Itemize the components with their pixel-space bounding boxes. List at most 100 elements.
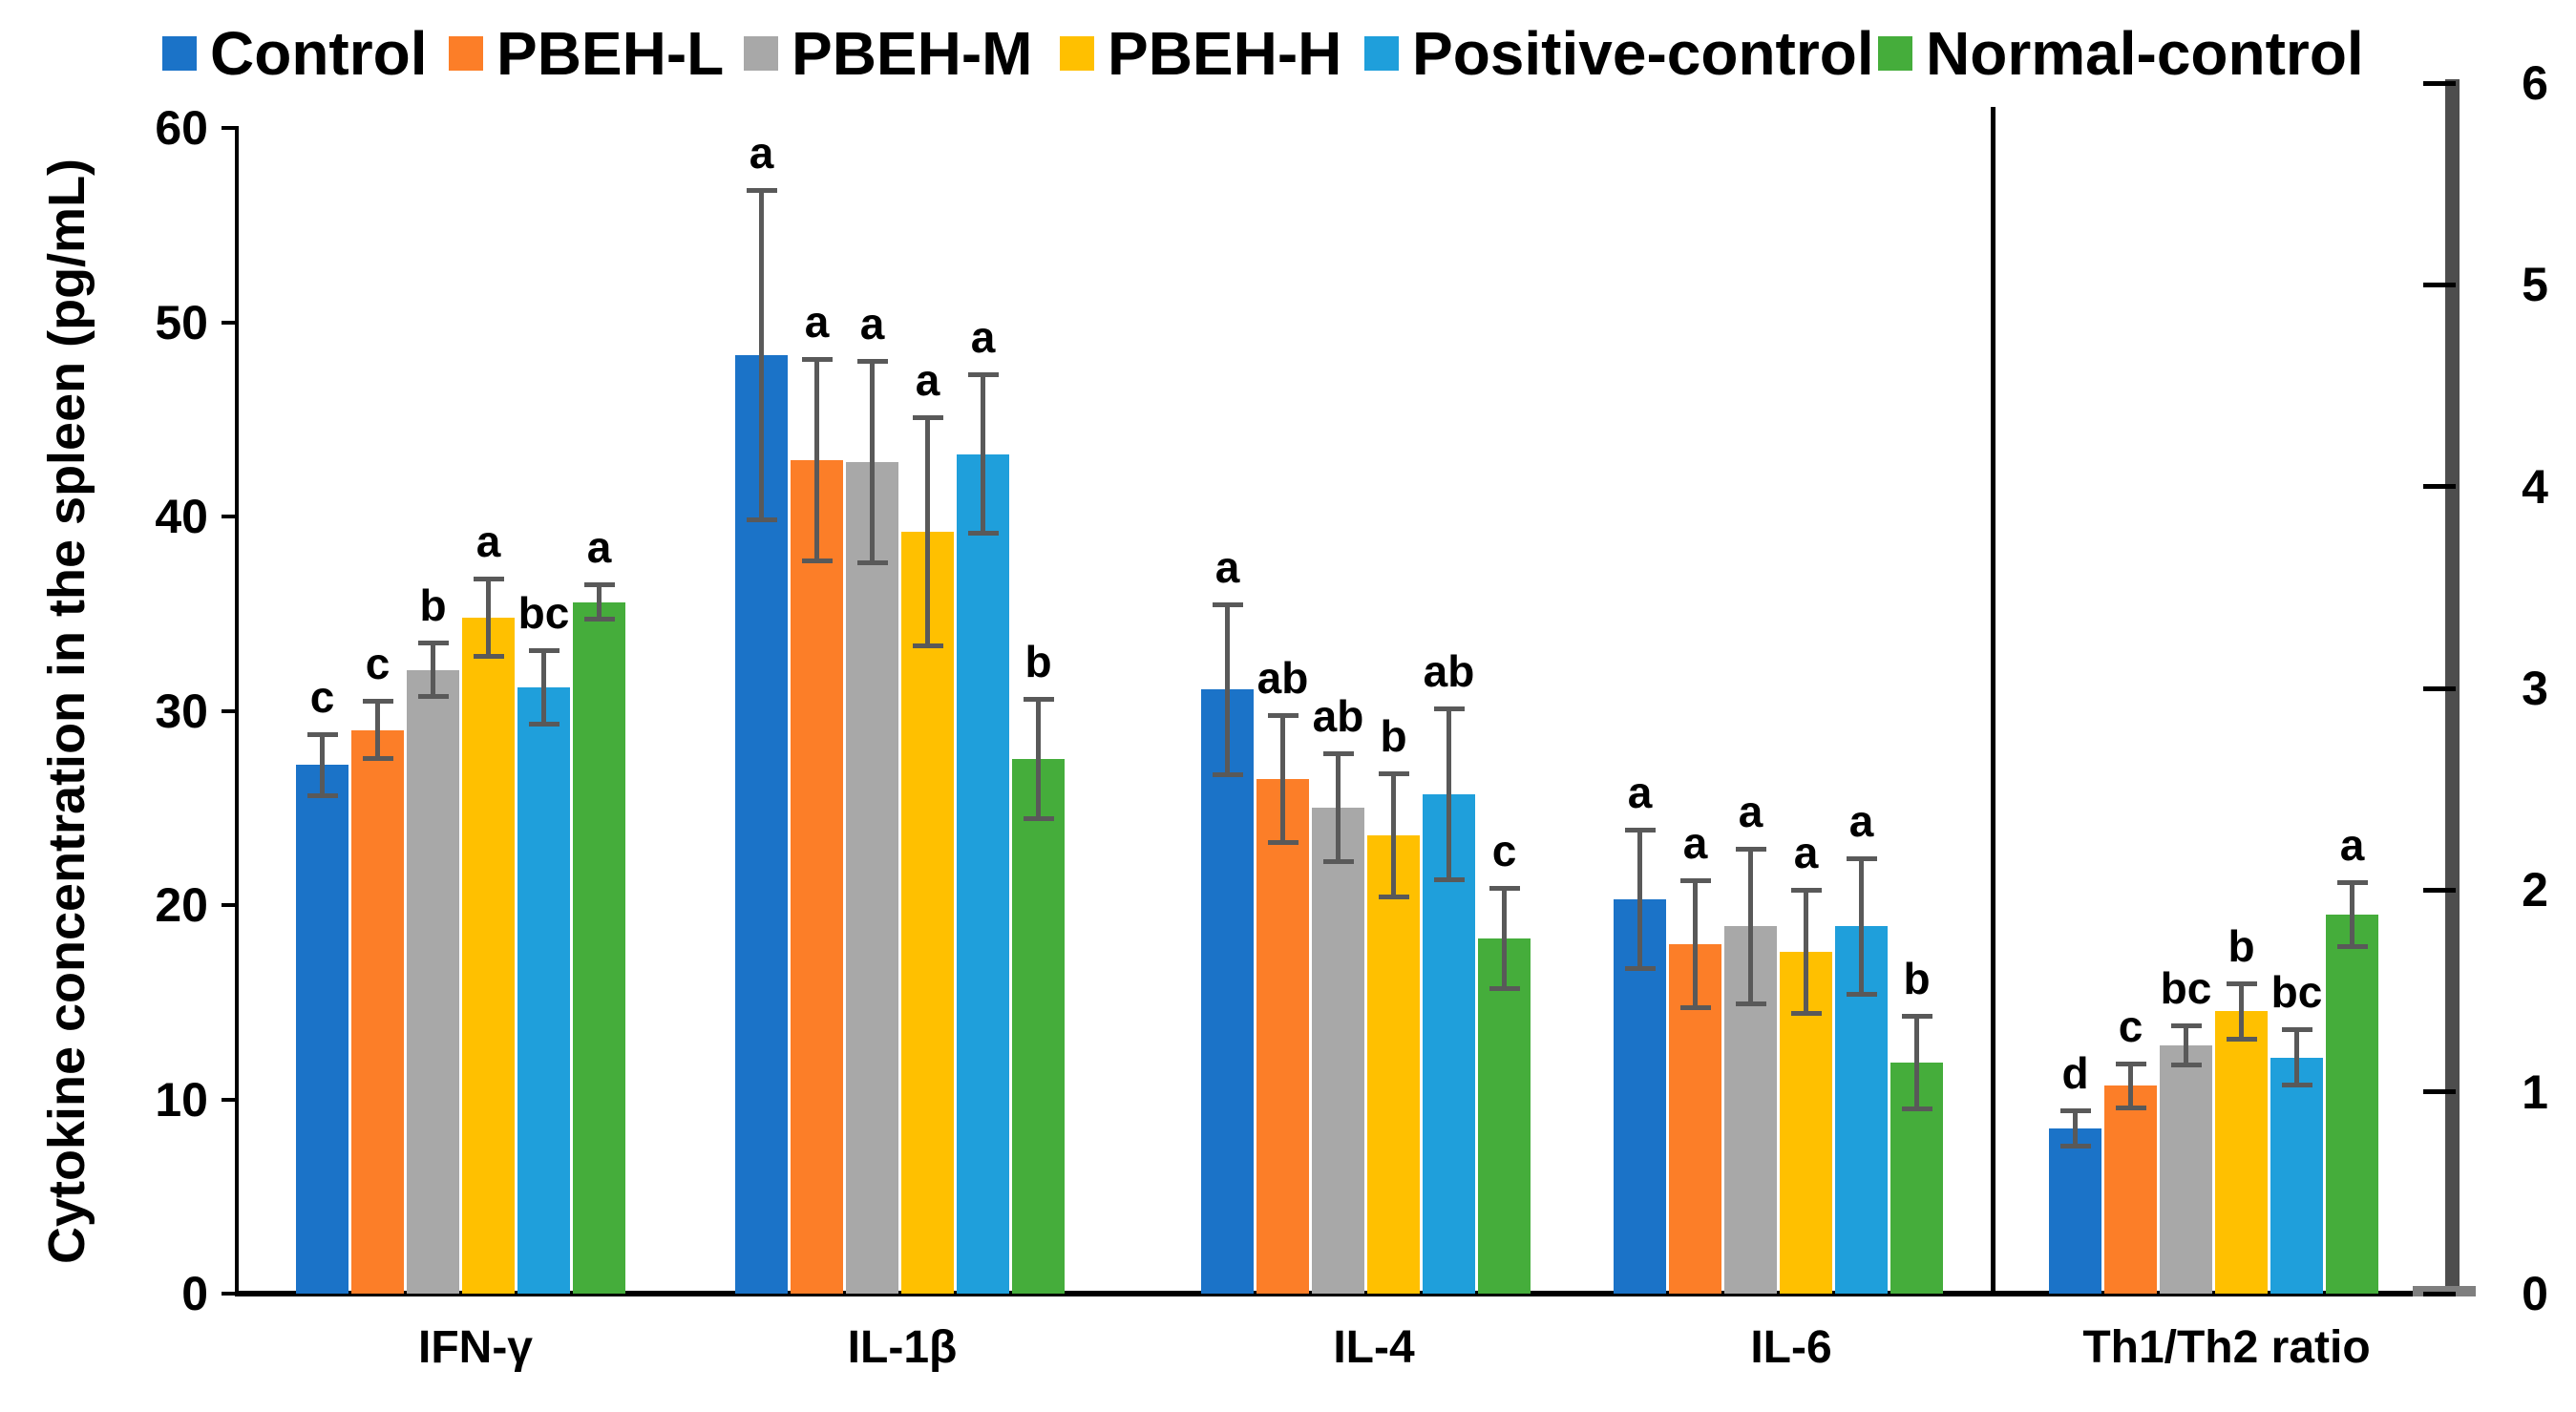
error-bar-cap-top: [1735, 846, 1766, 852]
left-axis-tick-label: 0: [181, 1267, 208, 1320]
category-label-4: IL-6: [1750, 1322, 1832, 1373]
legend-marker-icon: [1060, 36, 1094, 71]
error-bar-cap-bottom: [967, 531, 999, 537]
error-bar-cap-top: [1846, 856, 1877, 862]
legend-marker-icon: [1364, 36, 1399, 71]
error-bar-cap-bottom: [473, 653, 504, 659]
error-bar-cap-bottom: [362, 756, 393, 762]
error-bar-line: [431, 643, 435, 698]
significance-letter: c: [365, 639, 391, 689]
error-bar-cap-top: [1489, 885, 1520, 891]
bar-normal-control-IL-1β: [1012, 759, 1065, 1294]
legend-item-label: PBEH-M: [792, 19, 1033, 88]
error-bar-line: [541, 650, 546, 725]
category-label-3: IL-4: [1333, 1322, 1415, 1373]
error-bar-cap-top: [1901, 1013, 1932, 1019]
bar-pbeh-m-IFN-γ: [407, 669, 459, 1294]
bar-pbeh-h-Th1/Th2 ratio: [2215, 1011, 2268, 1294]
significance-letter: c: [2118, 1001, 2143, 1052]
right-axis-tick-label: 2: [2522, 863, 2548, 917]
error-bar-line: [1391, 772, 1396, 897]
bar-control-IL-4: [1201, 689, 1254, 1294]
bar-pbeh-h-IL-1β: [901, 532, 954, 1294]
error-bar-cap-top: [1322, 751, 1354, 757]
error-bar-cap-top: [1023, 697, 1054, 703]
legend-item-normal-control: Normal-control: [1878, 23, 2364, 84]
error-bar-cap-bottom: [1378, 894, 1409, 899]
error-bar-line: [375, 701, 380, 760]
error-bar-cap-top: [1790, 887, 1822, 893]
right-axis-tick-label: 1: [2522, 1064, 2548, 1119]
error-bar-cap-bottom: [1433, 876, 1465, 882]
error-bar-line: [1036, 699, 1041, 820]
legend-item-label: PBEH-H: [1108, 19, 1342, 88]
significance-letter: b: [1024, 637, 1052, 687]
error-bar-line: [1748, 848, 1753, 1004]
error-bar-cap-bottom: [1624, 966, 1656, 972]
bar-pbeh-l-IL-1β: [791, 459, 843, 1294]
significance-letter: a: [586, 522, 612, 573]
right-axis-tick: [2423, 484, 2456, 490]
significance-letter: bc: [2270, 967, 2323, 1018]
error-bar-line: [1693, 879, 1698, 1008]
x-axis-line: [235, 1291, 2413, 1296]
error-bar-line: [1336, 753, 1341, 863]
legend-marker-icon: [1878, 36, 1912, 71]
bar-pbeh-m-IL-4: [1312, 808, 1364, 1294]
error-bar-line: [1502, 887, 1507, 989]
error-bar-cap-bottom: [306, 793, 338, 799]
error-bar-cap-top: [1433, 706, 1465, 712]
significance-letter: c: [309, 671, 335, 722]
error-bar-line: [1914, 1015, 1919, 1109]
right-axis-tick-label: 3: [2522, 662, 2548, 715]
error-bar-line: [925, 417, 930, 647]
right-axis-tick: [2423, 1089, 2456, 1095]
error-bar-line: [2239, 982, 2244, 1040]
significance-letter: b: [1903, 953, 1931, 1003]
left-axis-tick: [222, 708, 237, 713]
legend-item-label: Positive-control: [1412, 19, 1874, 88]
bar-control-IFN-γ: [296, 765, 348, 1294]
error-bar-cap-bottom: [1901, 1106, 1932, 1111]
error-bar-line: [1225, 603, 1230, 775]
bar-positive-control-IL-1β: [957, 453, 1009, 1294]
error-bar-cap-bottom: [583, 616, 615, 622]
error-bar-cap-top: [912, 415, 943, 421]
right-axis-tick-label: 0: [2522, 1267, 2548, 1320]
error-bar-line: [597, 584, 602, 620]
left-axis-tick-label: 20: [155, 878, 208, 932]
bar-normal-control-IFN-γ: [573, 601, 625, 1294]
error-bar-cap-bottom: [746, 517, 777, 523]
bar-pbeh-l-IFN-γ: [351, 729, 404, 1294]
error-bar-cap-top: [417, 641, 449, 646]
significance-letter: a: [804, 297, 830, 348]
error-bar-cap-bottom: [2226, 1036, 2257, 1042]
significance-letter: a: [749, 128, 774, 179]
error-bar-cap-top: [528, 648, 560, 654]
left-axis-tick: [222, 1097, 237, 1102]
error-bar-cap-bottom: [1790, 1010, 1822, 1016]
error-bar-cap-bottom: [1212, 771, 1243, 777]
bar-pbeh-h-IL-4: [1367, 834, 1420, 1294]
significance-letter: a: [915, 355, 940, 406]
error-bar-cap-bottom: [2281, 1083, 2312, 1088]
error-bar-cap-top: [1212, 601, 1243, 607]
error-bar-cap-top: [2336, 879, 2368, 885]
error-bar-cap-bottom: [2336, 943, 2368, 949]
category-label-2: IL-1β: [847, 1322, 958, 1373]
bar-pbeh-l-Th1/Th2 ratio: [2104, 1085, 2157, 1294]
legend-item-pbeh-m: PBEH-M: [744, 23, 1032, 84]
category-label-5: Th1/Th2 ratio: [2082, 1322, 2371, 1373]
error-bar-cap-top: [801, 357, 833, 363]
error-bar-line: [2128, 1064, 2133, 1108]
significance-letter: bc: [2160, 962, 2212, 1013]
error-bar-cap-bottom: [801, 558, 833, 563]
significance-letter: a: [970, 312, 996, 363]
error-bar-line: [870, 361, 875, 563]
significance-letter: b: [419, 580, 447, 631]
right-axis-tick: [2423, 282, 2456, 287]
error-bar-line: [320, 733, 325, 797]
error-bar-cap-top: [1378, 770, 1409, 776]
error-bar-line: [1446, 708, 1451, 880]
